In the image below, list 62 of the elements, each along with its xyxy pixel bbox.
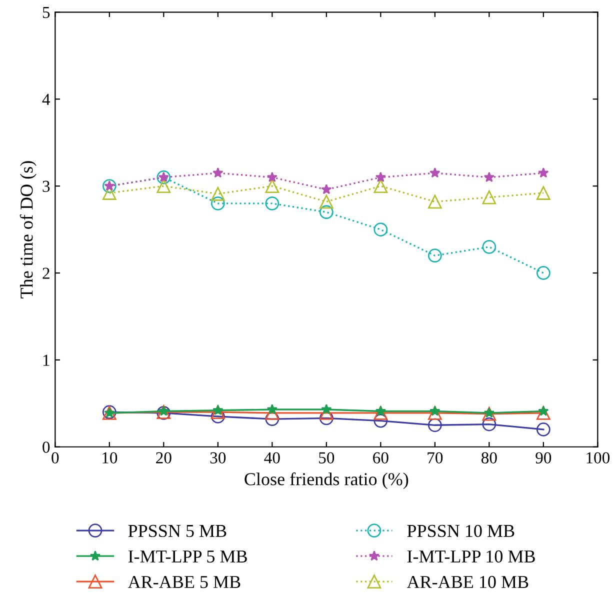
point [536, 266, 550, 280]
point [374, 222, 388, 236]
point [374, 414, 388, 428]
point [212, 167, 224, 178]
y-tick-label: 0 [42, 442, 50, 453]
x-tick-label: 70 [428, 452, 443, 464]
x-tick-label: 0 [52, 452, 59, 464]
point [319, 411, 334, 426]
point [265, 412, 280, 426]
point [536, 406, 550, 420]
point [321, 184, 332, 194]
y-tick-label: 2 [42, 268, 50, 279]
x-tick-label: 50 [319, 452, 334, 464]
point [210, 410, 225, 424]
legend-label: PPSSN 5 MB [128, 524, 226, 538]
point [319, 205, 334, 220]
point [266, 404, 278, 414]
x-tick-label: 40 [264, 452, 280, 464]
legend-label: I-MT-LPP 10 MB [407, 550, 535, 563]
x-tick-label: 10 [102, 452, 118, 464]
point [482, 406, 496, 421]
point [430, 167, 440, 178]
x-tick-label: 30 [210, 452, 226, 464]
point [265, 179, 280, 193]
point [538, 167, 549, 178]
y-tick-label: 5 [42, 7, 50, 18]
point [266, 172, 278, 182]
point [374, 406, 388, 420]
point [156, 170, 171, 184]
point [428, 406, 442, 420]
legend-label: I-MT-LPP 5 MB [128, 550, 247, 563]
point [482, 190, 496, 204]
point [428, 418, 442, 432]
y-tick-label: 3 [42, 180, 50, 192]
x-tick-label: 90 [536, 452, 552, 464]
legend-label: AR-ABE 10 MB [406, 576, 528, 588]
point [374, 179, 388, 193]
y-tick-label: 1 [43, 354, 50, 366]
point [536, 422, 550, 436]
point [482, 417, 496, 432]
point [265, 196, 280, 210]
legend-label: AR-ABE 5 MB [128, 576, 240, 588]
point [482, 240, 496, 254]
point [156, 179, 171, 193]
y-axis-title: The time of DO (s) [20, 161, 36, 298]
legend-label: PPSSN 10 MB [407, 524, 514, 538]
x-axis-title: Close friends ratio (%) [244, 472, 408, 489]
point [210, 186, 225, 201]
point [484, 172, 494, 182]
x-tick-label: 20 [156, 452, 172, 464]
x-tick-label: 80 [481, 452, 497, 464]
point [210, 196, 225, 210]
point [210, 405, 225, 420]
y-tick-label: 4 [42, 94, 50, 105]
point [321, 404, 332, 414]
point [428, 248, 442, 263]
point [375, 172, 386, 182]
point [319, 194, 334, 209]
x-tick-label: 60 [373, 452, 388, 464]
x-tick-label: 100 [586, 452, 610, 464]
point [428, 194, 442, 209]
point [536, 186, 550, 200]
